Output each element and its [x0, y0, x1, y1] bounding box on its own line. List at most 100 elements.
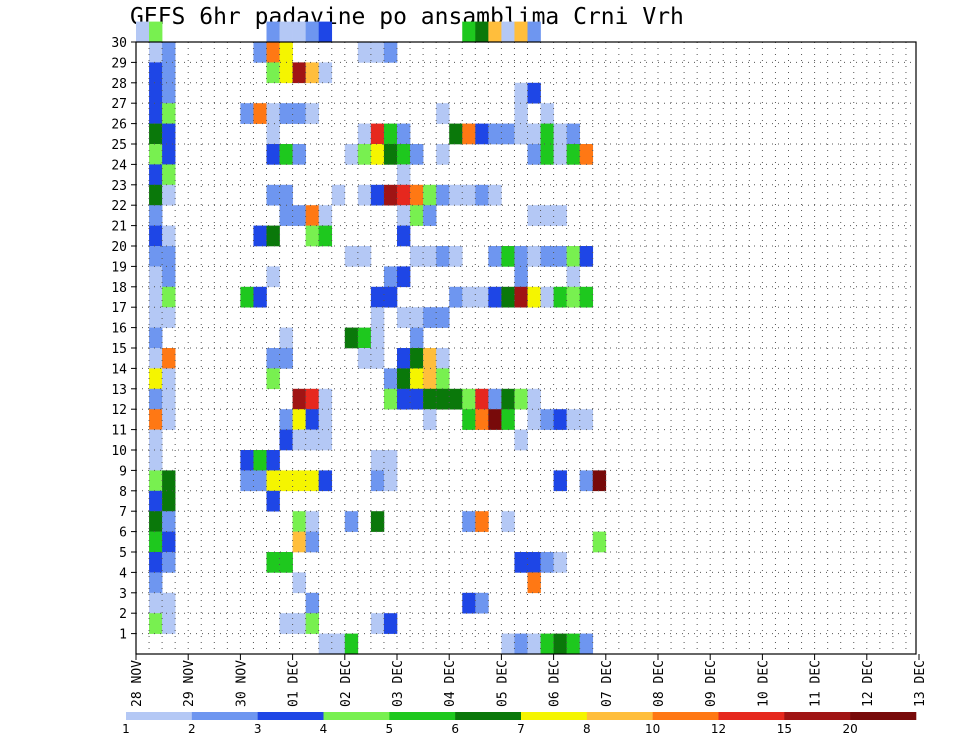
heatmap-cell [514, 552, 528, 573]
x-tick-label: 28 NOV [130, 660, 145, 707]
heatmap-cell [292, 531, 306, 553]
heatmap-cell [240, 103, 254, 124]
heatmap-cell [344, 633, 359, 655]
x-tick-label: 12 DEC [861, 660, 876, 707]
heatmap-cell [514, 82, 528, 104]
heatmap-cell [527, 82, 541, 104]
y-tick-label: 24 [111, 158, 127, 173]
heatmap-cell [397, 348, 411, 369]
heatmap-cell [527, 144, 541, 165]
heatmap-cell [410, 205, 424, 226]
heatmap-cell [514, 21, 528, 43]
heatmap-cell [279, 42, 293, 63]
y-tick-label: 3 [119, 587, 127, 602]
heatmap-cell [501, 409, 515, 430]
heatmap-cell [488, 388, 502, 410]
heatmap-cell [149, 409, 163, 430]
heatmap-cell [514, 388, 528, 410]
heatmap-cell [357, 246, 372, 267]
heatmap-cell [331, 633, 346, 655]
heatmap-cell [527, 388, 541, 410]
heatmap-cell [162, 144, 176, 165]
heatmap-cell [370, 144, 385, 165]
heatmap-cell [266, 42, 280, 63]
heatmap-cell [253, 42, 267, 63]
heatmap-cell [423, 184, 437, 206]
heatmap-cell [397, 164, 411, 186]
heatmap-cell [305, 592, 319, 614]
heatmap-cell [423, 409, 437, 430]
heatmap-cell [279, 21, 293, 43]
heatmap-cell [579, 470, 594, 492]
heatmap-cell [318, 633, 333, 655]
x-tick-label: 07 DEC [600, 660, 615, 707]
heatmap-cell [475, 592, 489, 614]
heatmap-cell [344, 246, 359, 267]
heatmap-cell [149, 205, 163, 226]
heatmap-cell [266, 225, 280, 247]
heatmap-cell [553, 123, 567, 145]
heatmap-cell [292, 388, 306, 410]
heatmap-cell [292, 62, 306, 84]
heatmap-cell [488, 21, 502, 43]
heatmap-cell [370, 184, 385, 206]
colorbar-swatch [586, 712, 653, 720]
heatmap-cell [149, 21, 163, 43]
heatmap-cell [149, 144, 163, 165]
heatmap-cell [149, 103, 163, 124]
heatmap-cell [410, 246, 424, 267]
heatmap-cell [253, 225, 267, 247]
heatmap-cell [397, 388, 411, 410]
heatmap-cell [475, 286, 489, 308]
heatmap-cell [462, 286, 476, 308]
heatmap-cell [370, 470, 385, 492]
heatmap-cell [397, 123, 411, 145]
heatmap-cell [436, 144, 450, 165]
heatmap-cell [423, 246, 437, 267]
heatmap-cell [266, 21, 280, 43]
heatmap-cell [553, 409, 567, 430]
heatmap-cell [266, 184, 280, 206]
heatmap-cell [488, 184, 502, 206]
heatmap-cell [162, 82, 176, 104]
y-tick-label: 20 [111, 240, 127, 255]
heatmap-cell [475, 511, 489, 532]
heatmap-cell [553, 246, 567, 267]
heatmap-cell [162, 613, 176, 634]
heatmap-cell [266, 368, 280, 390]
heatmap-cell [149, 511, 163, 532]
heatmap-cell [553, 633, 567, 655]
heatmap-cell [149, 225, 163, 247]
colorbar-swatch [784, 712, 851, 720]
heatmap-cell [318, 409, 333, 430]
colorbar-swatch [257, 712, 324, 720]
y-tick-label: 2 [119, 607, 127, 622]
y-tick-label: 30 [111, 36, 127, 51]
heatmap-cell [514, 429, 528, 451]
heatmap-cell [579, 144, 594, 165]
heatmap-cell [149, 123, 163, 145]
x-tick-label: 05 DEC [495, 660, 510, 707]
heatmap-cell [462, 409, 476, 430]
heatmap-cell [149, 62, 163, 84]
heatmap-cell [318, 429, 333, 451]
heatmap-cell [318, 205, 333, 226]
heatmap-cell [501, 633, 515, 655]
heatmap-cell [527, 633, 541, 655]
heatmap-cell [540, 246, 554, 267]
heatmap-cell [423, 388, 437, 410]
x-tick-label: 02 DEC [339, 660, 354, 707]
heatmap-cell [305, 511, 319, 532]
y-tick-label: 17 [111, 301, 127, 316]
colorbar-label: 10 [645, 722, 660, 736]
heatmap-cell [149, 470, 163, 492]
heatmap-cell [266, 103, 280, 124]
colorbar-swatch [652, 712, 719, 720]
heatmap-cell [397, 368, 411, 390]
heatmap-cell [305, 531, 319, 553]
heatmap-cell [370, 286, 385, 308]
heatmap-cell [279, 613, 293, 634]
y-tick-label: 23 [111, 179, 127, 194]
heatmap-cell [527, 123, 541, 145]
heatmap-cell [370, 307, 385, 328]
